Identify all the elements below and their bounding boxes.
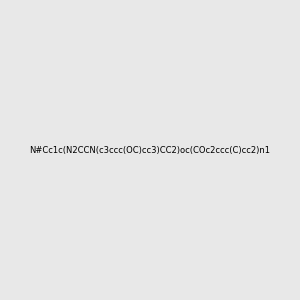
Text: N#Cc1c(N2CCN(c3ccc(OC)cc3)CC2)oc(COc2ccc(C)cc2)n1: N#Cc1c(N2CCN(c3ccc(OC)cc3)CC2)oc(COc2ccc… <box>29 146 271 154</box>
